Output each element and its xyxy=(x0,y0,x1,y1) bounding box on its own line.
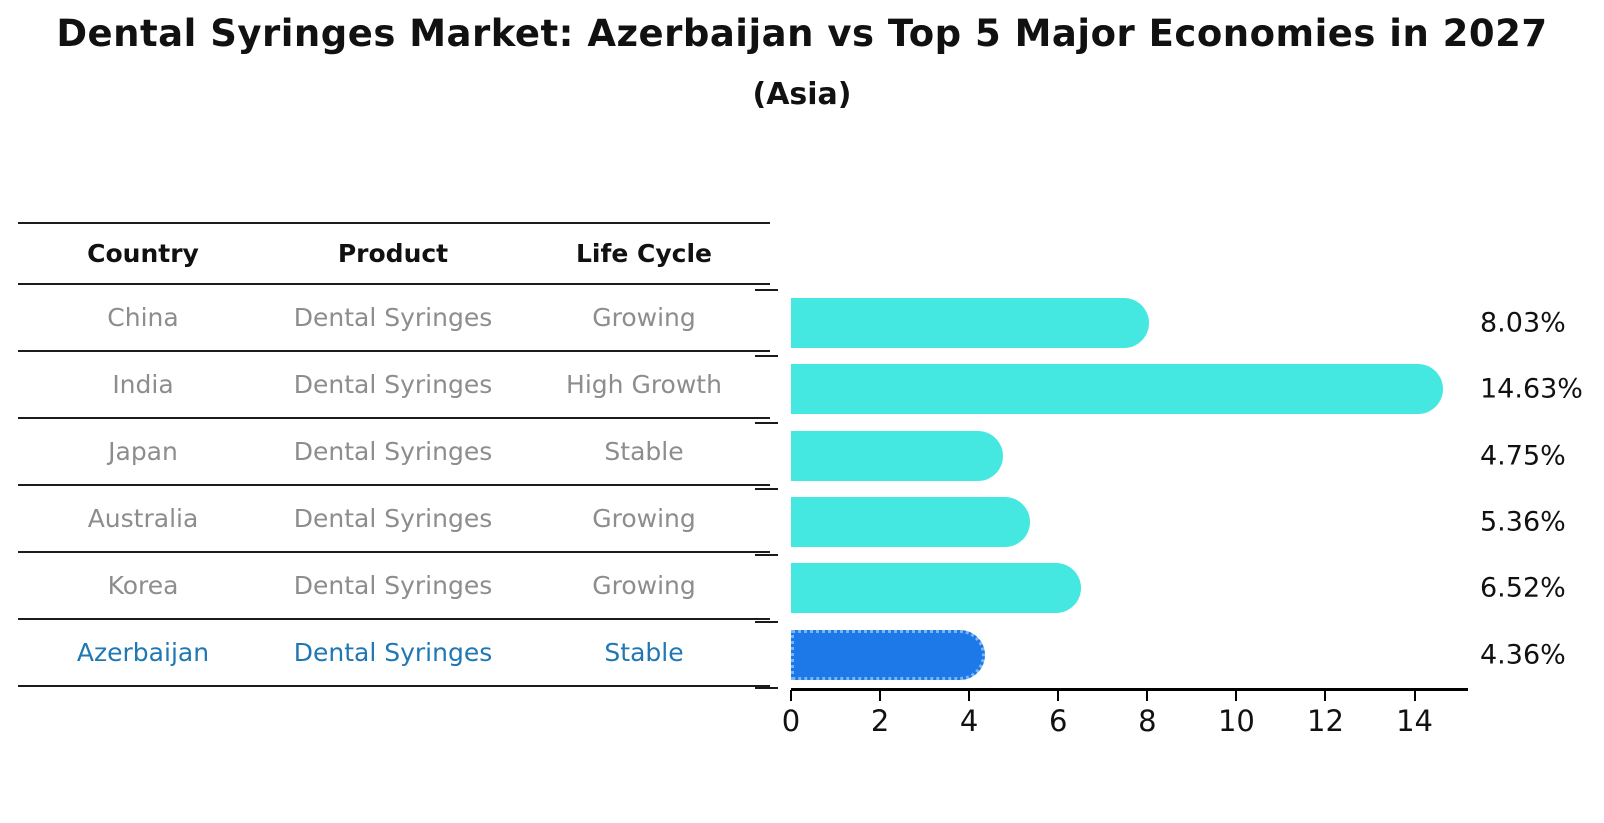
comparison-table: Country Product Life Cycle China Dental … xyxy=(18,222,770,687)
x-axis-tick xyxy=(1146,690,1149,701)
bar-azerbaijan-highlighted xyxy=(791,629,986,680)
cell-country: India xyxy=(112,370,174,399)
bar-china xyxy=(791,298,1149,348)
x-tick-label: 6 xyxy=(1049,704,1068,738)
x-tick-label: 4 xyxy=(959,704,979,738)
chart-row-japan: 4.75% xyxy=(791,430,1566,481)
chart-row-azerbaijan: 4.36% xyxy=(791,629,1566,680)
cell-life-cycle: Growing xyxy=(592,504,696,533)
x-tick-label: 2 xyxy=(870,704,890,738)
y-axis-tick xyxy=(755,620,778,623)
cell-product: Dental Syringes xyxy=(293,504,493,533)
chart-row-korea: 6.52% xyxy=(791,563,1566,614)
header-country: Country xyxy=(87,239,199,268)
x-axis xyxy=(791,688,1468,691)
cell-life-cycle: Stable xyxy=(604,437,684,466)
cell-product: Dental Syringes xyxy=(293,638,493,667)
table-row-japan: Japan Dental Syringes Stable xyxy=(18,419,770,486)
chart-row-india: 14.63% xyxy=(791,364,1583,415)
value-label-australia: 5.36% xyxy=(1480,506,1566,538)
cell-life-cycle: Growing xyxy=(592,571,696,600)
x-axis-tick xyxy=(879,690,882,701)
y-axis-tick xyxy=(755,289,778,291)
cell-product: Dental Syringes xyxy=(293,370,493,399)
cell-life-cycle: Stable xyxy=(604,638,684,667)
y-axis-tick xyxy=(755,687,778,689)
header-product: Product xyxy=(337,239,449,268)
x-axis-tick xyxy=(1057,690,1060,701)
value-label-azerbaijan: 4.36% xyxy=(1480,639,1566,671)
cell-country: Australia xyxy=(87,504,199,533)
cell-life-cycle: Growing xyxy=(592,303,696,332)
bar-australia xyxy=(791,497,1030,547)
page-subtitle: (Asia) xyxy=(752,77,852,112)
table-row-australia: Australia Dental Syringes Growing xyxy=(18,486,770,553)
cell-product: Dental Syringes xyxy=(293,437,493,466)
cell-country: China xyxy=(107,303,179,332)
x-tick-label: 14 xyxy=(1396,704,1433,738)
cell-product: Dental Syringes xyxy=(293,303,493,332)
x-tick-label: 10 xyxy=(1217,704,1255,738)
cell-country: Japan xyxy=(108,437,178,466)
value-label-japan: 4.75% xyxy=(1480,440,1566,472)
cell-country: Korea xyxy=(107,571,179,600)
table-row-china: China Dental Syringes Growing xyxy=(18,285,770,352)
chart-row-australia: 5.36% xyxy=(791,497,1566,547)
header-life-cycle: Life Cycle xyxy=(575,239,713,268)
page-title: Dental Syringes Market: Azerbaijan vs To… xyxy=(56,12,1548,55)
cell-life-cycle: High Growth xyxy=(566,370,722,399)
cell-country: Azerbaijan xyxy=(76,638,210,667)
bar-chart-plot-area: 8.03% 14.63% 4.75% 5.36% 6.52% 4.36% xyxy=(755,289,1583,738)
y-axis-tick xyxy=(755,421,778,424)
bar-india xyxy=(791,364,1443,415)
bar-japan xyxy=(791,430,1003,481)
value-label-china: 8.03% xyxy=(1480,307,1566,339)
x-tick-label: 8 xyxy=(1138,704,1157,738)
y-axis-tick xyxy=(755,488,778,490)
x-axis-tick xyxy=(790,690,792,701)
x-axis-tick xyxy=(1324,690,1327,701)
x-tick-label: 0 xyxy=(781,704,801,738)
cell-product: Dental Syringes xyxy=(293,571,493,600)
value-label-india: 14.63% xyxy=(1480,373,1583,405)
table-row-india: India Dental Syringes High Growth xyxy=(18,352,770,419)
table-row-korea: Korea Dental Syringes Growing xyxy=(18,553,770,620)
table-header-row: Country Product Life Cycle xyxy=(18,224,770,285)
x-axis-tick xyxy=(1413,690,1416,701)
y-axis-tick xyxy=(755,554,778,557)
y-axis-tick xyxy=(755,355,778,358)
x-axis-tick xyxy=(968,690,971,701)
x-axis-tick xyxy=(1235,690,1238,701)
chart-row-china: 8.03% xyxy=(791,298,1566,348)
table-row-azerbaijan: Azerbaijan Dental Syringes Stable xyxy=(18,620,770,687)
bar-korea xyxy=(791,563,1082,614)
x-tick-label: 12 xyxy=(1307,704,1344,738)
value-label-korea: 6.52% xyxy=(1480,572,1566,604)
